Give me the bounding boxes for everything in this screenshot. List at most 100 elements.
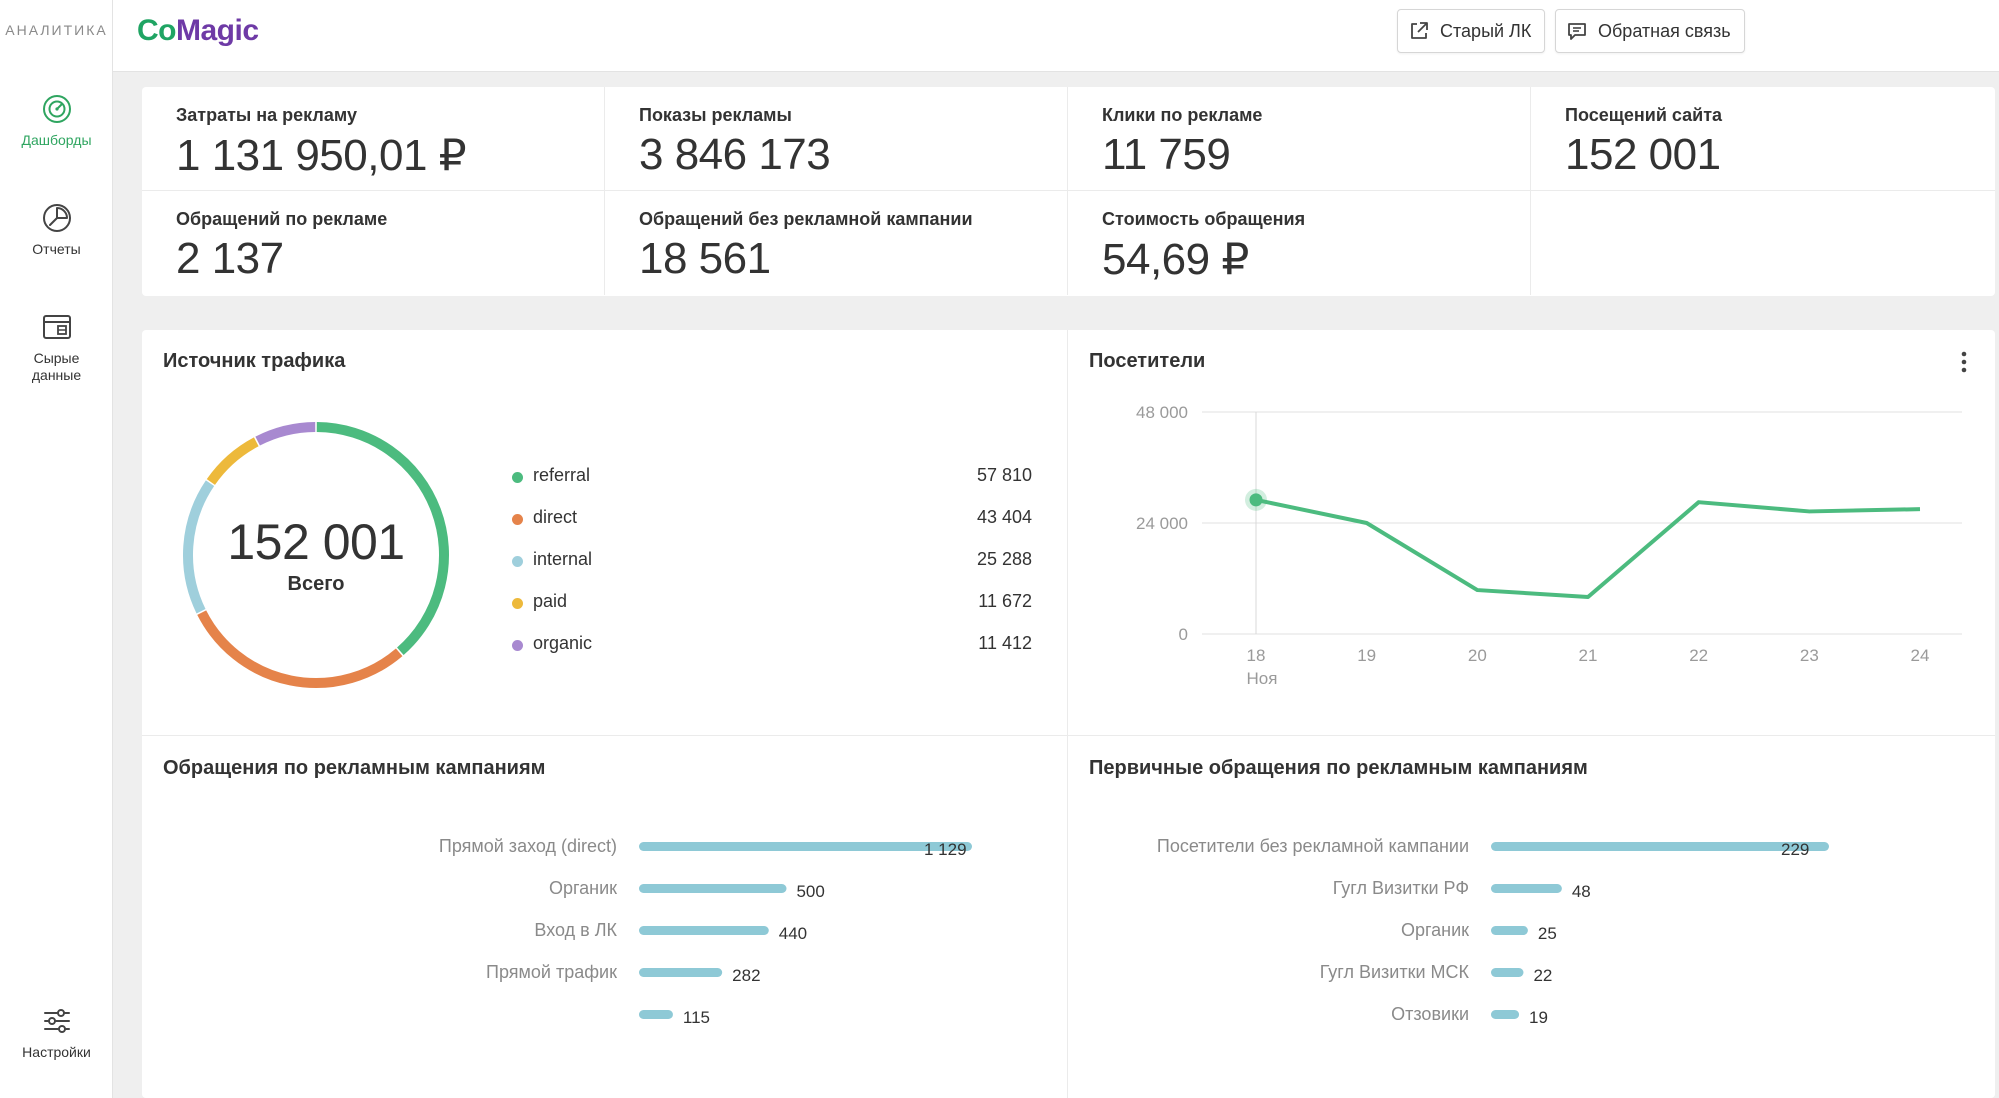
bar-1[interactable]	[1491, 884, 1562, 893]
sidebar-item-reports[interactable]: Отчеты	[0, 201, 113, 258]
kpi-empty-cell	[1531, 191, 1995, 295]
legend-item-organic[interactable]: organic 11 412	[512, 633, 1032, 657]
donut-center-label: 152 001 Всего	[216, 513, 416, 596]
legend-dot	[512, 472, 523, 483]
bar-value-label: 25	[1538, 924, 1557, 943]
legend-name: direct	[533, 507, 578, 527]
message-icon	[1568, 23, 1586, 40]
bar-value-label: 1 129	[924, 840, 967, 859]
bar-category-label: Посетители без рекламной кампании	[1157, 836, 1469, 856]
more-vertical-icon[interactable]	[1954, 348, 1974, 376]
sidebar-item-dashboards[interactable]: Дашборды	[0, 92, 113, 149]
kpi-value: 54,69 ₽	[1102, 235, 1249, 284]
dashboard-panels: Источник трафика 152 001 Всего referral …	[142, 330, 1995, 1098]
legend-name: organic	[533, 633, 593, 653]
kpi-value: 11 759	[1102, 130, 1231, 179]
legend-name: referral	[533, 465, 591, 485]
x-tick-label: 19	[1357, 646, 1376, 665]
kpi-ad-spend: Затраты на рекламу 1 131 950,01 ₽	[142, 87, 605, 191]
bar-value-label: 440	[779, 924, 807, 943]
visitors-line-chart: 48 000 24 000 0 18 19 20 21 22 23 24 Ноя	[1136, 403, 1962, 688]
old-lk-button[interactable]: Старый ЛК	[1397, 9, 1545, 53]
campaigns-bar-chart: Прямой заход (direct) 1 129 Органик 500 Вход…	[439, 836, 972, 1027]
kpi-requests-no-campaign: Обращений без рекламной кампании 18 561	[605, 191, 1068, 295]
sidebar-item-raw-data[interactable]: Сырые данные	[0, 310, 113, 384]
campaigns-title: Обращения по рекламным кампаниям	[163, 757, 546, 779]
old-lk-label: Старый ЛК	[1440, 20, 1532, 41]
donut-total-label: Всего	[287, 573, 345, 595]
bar-0[interactable]	[1491, 842, 1829, 851]
kpi-request-cost: Стоимость обращения 54,69 ₽	[1068, 191, 1531, 295]
legend-item-internal[interactable]: internal 25 288	[512, 549, 1032, 573]
raw-data-icon	[42, 315, 71, 339]
bar-value-label: 115	[683, 1008, 710, 1027]
bar-value-label: 48	[1572, 882, 1591, 901]
logo-part-magic: Magic	[176, 14, 259, 47]
bar-value-label: 282	[732, 966, 760, 985]
sidebar-item-label: данные	[31, 367, 82, 383]
bar-0[interactable]	[639, 842, 972, 851]
x-tick-label: 20	[1468, 646, 1487, 665]
traffic-donut-chart	[183, 422, 449, 688]
traffic-source-title: Источник трафика	[163, 350, 346, 372]
kpi-value: 3 846 173	[639, 130, 831, 179]
x-tick-label: 22	[1689, 646, 1708, 665]
panel-divider-horizontal	[142, 735, 1995, 736]
donut-slice-referral[interactable]	[316, 422, 449, 656]
y-tick-label: 24 000	[1136, 514, 1188, 533]
legend-name: paid	[533, 591, 568, 611]
donut-slice-organic[interactable]	[255, 422, 316, 446]
hover-point[interactable]	[1249, 493, 1263, 507]
bar-category-label: Органик	[549, 878, 617, 898]
sidebar-item-label: Дашборды	[21, 132, 92, 148]
sidebar-item-settings[interactable]: Настройки	[0, 1004, 113, 1061]
legend-item-referral[interactable]: referral 57 810	[512, 465, 1032, 489]
y-tick-label: 48 000	[1136, 403, 1188, 422]
x-tick-label: 18	[1247, 646, 1266, 665]
legend-dot	[512, 640, 523, 651]
bar-category-label: Гугл Визитки РФ	[1333, 878, 1469, 898]
legend-item-direct[interactable]: direct 43 404	[512, 507, 1032, 531]
visitors-title: Посетители	[1089, 350, 1206, 372]
donut-slice-internal[interactable]	[183, 480, 215, 614]
bar-2[interactable]	[639, 926, 769, 935]
legend-dot	[512, 514, 523, 525]
sidebar-brand: АНАЛИТИКА	[5, 22, 108, 38]
donut-slice-direct[interactable]	[197, 610, 403, 688]
month-label: Ноя	[1247, 669, 1278, 688]
kpi-ad-requests: Обращений по рекламе 2 137	[142, 191, 605, 295]
bar-3[interactable]	[639, 968, 723, 977]
bar-3[interactable]	[1491, 968, 1524, 977]
kpi-ad-clicks: Клики по рекламе 11 759	[1068, 87, 1531, 191]
legend-item-paid[interactable]: paid 11 672	[512, 591, 1032, 615]
bar-category-label: Гугл Визитки МСК	[1320, 962, 1470, 982]
bar-value-label: 22	[1533, 966, 1552, 985]
bar-value-label: 229	[1781, 840, 1809, 859]
visitors-series-line	[1255, 497, 1921, 599]
comagic-logo[interactable]: CoMagic	[137, 14, 259, 48]
kpi-ad-impressions: Показы рекламы 3 846 173	[605, 87, 1068, 191]
legend-value: 57 810	[976, 465, 1032, 485]
kpi-value: 2 137	[176, 234, 284, 283]
sidebar: АНАЛИТИКА Дашборды Отчеты Сырые данные	[0, 0, 113, 1098]
kpi-title: Затраты на рекламу	[176, 105, 357, 125]
panel-divider-vertical	[1067, 330, 1068, 1098]
kpi-title: Стоимость обращения	[1102, 209, 1306, 229]
sidebar-item-label: Сырые	[33, 350, 80, 366]
kpi-value: 18 561	[639, 234, 771, 283]
legend-name: internal	[533, 549, 593, 569]
primary-campaigns-title: Первичные обращения по рекламным кампани…	[1089, 757, 1588, 779]
feedback-button[interactable]: Обратная связь	[1555, 9, 1745, 53]
bar-category-label: Вход в ЛК	[534, 920, 617, 940]
bar-value-label: 500	[796, 882, 824, 901]
x-tick-label: 23	[1800, 646, 1819, 665]
bar-4[interactable]	[1491, 1010, 1520, 1019]
bar-1[interactable]	[639, 884, 787, 893]
legend-value: 11 672	[978, 591, 1032, 611]
kpi-title: Показы рекламы	[639, 105, 792, 125]
settings-sliders-icon	[43, 1009, 70, 1033]
bar-4[interactable]	[639, 1010, 673, 1019]
dashboard-icon	[42, 95, 71, 123]
donut-slice-paid[interactable]	[206, 437, 259, 485]
bar-2[interactable]	[1491, 926, 1528, 935]
